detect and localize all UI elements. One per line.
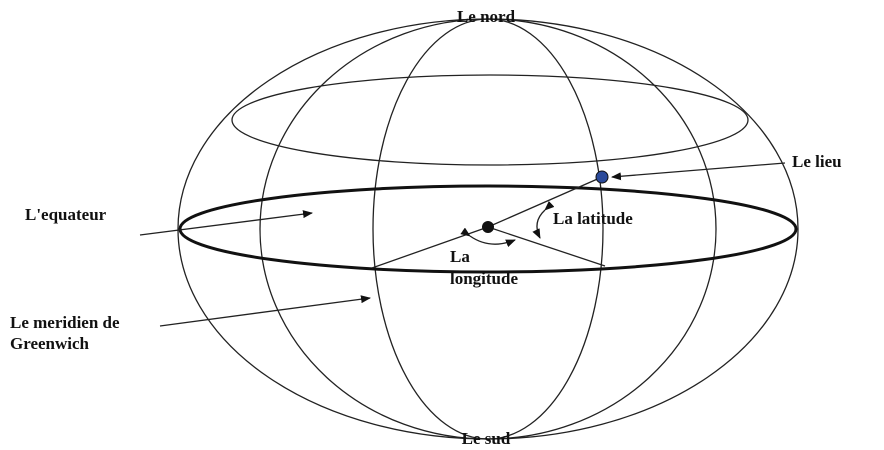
longitude-arc bbox=[460, 227, 516, 248]
meridian-arrow bbox=[159, 295, 371, 327]
meridian-inner bbox=[372, 18, 604, 440]
equator bbox=[178, 184, 798, 274]
radius-left bbox=[371, 226, 489, 269]
latitude-circle bbox=[231, 74, 749, 166]
equator-arrow bbox=[139, 210, 313, 236]
longitude-label: La bbox=[450, 247, 470, 266]
radius-right bbox=[487, 226, 606, 267]
place-label: Le lieu bbox=[792, 152, 842, 171]
south-label: Le sud bbox=[462, 429, 511, 448]
equator-label: L'equateur bbox=[25, 205, 107, 224]
latitude-arc bbox=[532, 200, 555, 239]
meridian-label: Greenwich bbox=[10, 334, 90, 353]
north-label: Le nord bbox=[457, 7, 516, 26]
longitude-label: longitude bbox=[450, 269, 518, 288]
center bbox=[482, 221, 494, 233]
meridian-label: Le meridien de bbox=[10, 313, 120, 332]
latitude-label: La latitude bbox=[553, 209, 633, 228]
place-point bbox=[595, 170, 609, 184]
place-arrow bbox=[611, 162, 786, 181]
